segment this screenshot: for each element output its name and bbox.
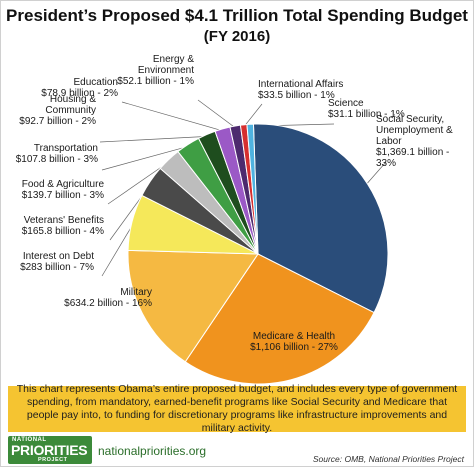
slice-label-line: Unemployment &: [376, 125, 453, 136]
slice-label-line: Social Security,: [376, 114, 444, 125]
slice-label-line: $283 billion - 7%: [20, 262, 94, 273]
slice-label-line: International Affairs: [258, 79, 343, 90]
slice-label-line: $139.7 billion - 3%: [22, 190, 104, 201]
slice-label-line: Environment: [138, 65, 194, 76]
explanation-note-text: This chart represents Obama’s entire pro…: [16, 383, 458, 434]
national-priorities-logo: NATIONAL PRIORITIES PROJECT: [8, 436, 92, 464]
slice-label-line: 33%: [376, 158, 396, 169]
slice-label-line: Labor: [376, 136, 402, 147]
slice-label-line: $634.2 billion - 16%: [64, 298, 152, 309]
slice-label-line: $52.1 billion - 1%: [117, 76, 194, 87]
leader-line: [121, 101, 224, 132]
slice-label: Housing & Community $92.7 billion - 2%: [19, 94, 96, 127]
chart-subtitle: (FY 2016): [203, 28, 271, 45]
slice-label: Energy & Environment $52.1 billion - 1%: [117, 54, 194, 87]
slice-label-line: $33.5 billion - 1%: [258, 90, 335, 101]
slice-label: Military $634.2 billion - 16%: [64, 287, 152, 309]
footer: NATIONAL PRIORITIES PROJECT nationalprio…: [0, 434, 474, 467]
leader-line: [99, 136, 208, 143]
slice-label-line: Science: [328, 98, 364, 109]
slice-label-line: $1,106 billion - 27%: [250, 342, 338, 353]
slice-label-line: Housing &: [50, 94, 96, 105]
slice-label: Medicare & Health $1,106 billion - 27%: [250, 331, 338, 353]
slice-label-line: $1,369.1 billion -: [376, 147, 449, 158]
slice-label-line: $165.8 billion - 4%: [22, 226, 104, 237]
leader-line: [101, 222, 135, 277]
slice-label: International Affairs $33.5 billion - 1%: [258, 79, 343, 101]
logo-bottom-text: PROJECT: [38, 457, 68, 463]
pie-slice-military: [127, 249, 259, 363]
slice-label-line: $107.8 billion - 3%: [16, 154, 98, 165]
website-link[interactable]: nationalpriorities.org: [98, 444, 207, 458]
logo-main-text: PRIORITIES: [11, 442, 88, 458]
pie-slice-medicare-health: [184, 253, 375, 385]
leader-line: [197, 99, 236, 129]
chart-title: President’s Proposed $4.1 Trillion Total…: [6, 6, 468, 25]
explanation-note: This chart represents Obama’s entire pro…: [8, 383, 466, 434]
slice-label: Social Security, Unemployment & Labor $1,36…: [376, 114, 453, 169]
slice-label-line: Education: [74, 77, 118, 88]
slice-label-line: Interest on Debt: [23, 251, 94, 262]
slice-label-line: $31.1 billion - 1%: [328, 109, 405, 120]
slice-label-line: Energy &: [153, 54, 194, 65]
slice-label: Education $78.9 billion - 2%: [41, 77, 118, 99]
slice-label: Food & Agriculture $139.7 billion - 3%: [22, 179, 105, 201]
pie-slice-social-security-unemployment-labor: [252, 123, 389, 314]
slice-label-line: Medicare & Health: [253, 331, 335, 342]
slice-label: Science $31.1 billion - 1%: [328, 98, 405, 120]
leader-line: [243, 103, 263, 128]
logo-top-text: NATIONAL: [12, 437, 47, 443]
slice-label-line: $92.7 billion - 2%: [19, 116, 96, 127]
slice-label: Veterans' Benefits $165.8 billion - 4%: [22, 215, 104, 237]
slice-label-line: Transportation: [34, 143, 98, 154]
pie-slice-science: [246, 123, 259, 255]
slice-label-line: Veterans' Benefits: [24, 215, 104, 226]
slice-label: Interest on Debt $283 billion - 7%: [20, 251, 94, 273]
slice-label-line: $78.9 billion - 2%: [41, 88, 118, 99]
slice-label: Transportation $107.8 billion - 3%: [16, 143, 98, 165]
slice-label-line: Food & Agriculture: [22, 179, 105, 190]
leader-line: [101, 145, 190, 171]
pie-chart: Social Security, Unemployment & Labor $1,36…: [16, 54, 453, 385]
slice-label-line: Community: [45, 105, 96, 116]
source-credit: Source: OMB, National Priorities Project: [312, 454, 464, 464]
leader-line: [365, 161, 387, 186]
slice-label-line: Military: [120, 287, 152, 298]
